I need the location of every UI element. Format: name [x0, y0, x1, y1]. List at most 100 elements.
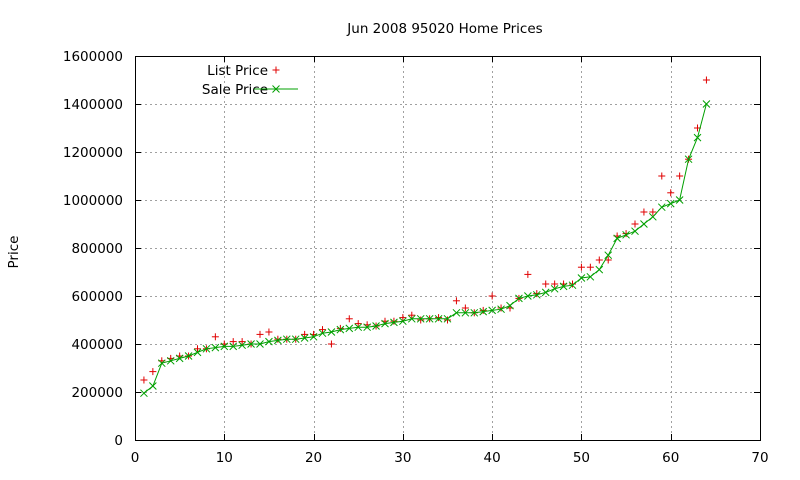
- list-price-point: [274, 335, 282, 343]
- grid-lines: [135, 56, 760, 440]
- cross-marker-b: [452, 308, 461, 317]
- sale-price-point: [407, 314, 416, 323]
- cross-marker-b: [470, 308, 479, 317]
- cross-marker-b: [318, 329, 327, 338]
- x-tick-label: 0: [131, 450, 140, 466]
- x-tick-label: 60: [662, 450, 679, 466]
- list-price-point: [444, 316, 451, 324]
- cross-marker-b: [425, 314, 434, 323]
- list-price-point: [604, 256, 612, 264]
- sale-price-point: [256, 340, 264, 348]
- sale-price-point: [274, 336, 282, 345]
- cross-marker-b: [372, 322, 380, 330]
- cross-marker-b: [657, 203, 666, 212]
- cross-marker-b: [416, 314, 425, 323]
- cross-marker-b: [381, 319, 389, 328]
- series-layer: [140, 76, 711, 398]
- sale-price-point: [631, 227, 639, 236]
- cross-marker-b: [407, 314, 416, 323]
- sale-price-point: [488, 306, 496, 315]
- sale-price-point: [550, 284, 559, 293]
- sale-price-point: [247, 340, 255, 348]
- cross-marker-b: [524, 292, 532, 300]
- list-price-point: [479, 306, 487, 314]
- cross-marker-b: [649, 212, 657, 221]
- y-tick-label: 600000: [71, 289, 123, 305]
- list-price-point: [327, 340, 335, 348]
- legend-marker-list-price: [272, 66, 280, 74]
- sale-price-point: [318, 329, 327, 338]
- list-price-point: [667, 189, 675, 197]
- cross-marker-b: [399, 317, 407, 326]
- cross-marker-b: [613, 234, 621, 243]
- cross-marker-b: [229, 342, 238, 351]
- sale-price-point: [524, 292, 532, 300]
- cross-marker-b: [568, 281, 577, 290]
- sale-price-point: [622, 230, 630, 239]
- list-price-point: [551, 280, 559, 288]
- sale-price-point: [157, 359, 166, 368]
- cross-marker-b: [265, 337, 273, 346]
- list-price-point: [211, 333, 219, 341]
- cross-marker-b: [559, 282, 568, 291]
- list-price-point: [676, 172, 684, 180]
- list-price-point: [319, 326, 326, 334]
- y-tick-label: 1600000: [63, 49, 123, 65]
- legend-marker-sale-price: [272, 85, 280, 93]
- list-price-point: [345, 315, 353, 323]
- cross-marker-b: [515, 294, 523, 303]
- sale-price-point: [657, 203, 666, 212]
- cross-marker-b: [140, 389, 148, 398]
- cross-marker-b: [184, 352, 193, 360]
- list-price-point: [140, 376, 148, 384]
- cross-marker-b: [604, 251, 613, 260]
- sale-price-point: [470, 308, 479, 317]
- list-price-point: [354, 320, 362, 328]
- sale-price-line: [143, 103, 707, 394]
- sale-price-point: [309, 332, 318, 341]
- cross-marker-b: [327, 328, 336, 336]
- x-tick-label: 50: [573, 450, 590, 466]
- cross-marker-b: [247, 340, 255, 348]
- list-price-point: [336, 324, 344, 332]
- list-price-point: [390, 317, 398, 325]
- chart-title: Jun 2008 95020 Home Prices: [346, 21, 542, 37]
- sale-price-point: [559, 282, 568, 291]
- cross-marker-b: [291, 335, 300, 344]
- sale-price-point: [702, 100, 711, 108]
- cross-marker-b: [488, 306, 496, 315]
- tick-labels: 0 10 20 30 40 50 60 70 0 200000 400000 600000 800000…: [63, 49, 769, 466]
- x-tick-label: 40: [484, 450, 501, 466]
- sale-price-point: [568, 281, 577, 290]
- cross-marker-b: [693, 133, 702, 142]
- sale-price-point: [211, 343, 220, 352]
- legend-label-sale-price: Sale Price: [202, 82, 268, 98]
- cross-marker-b: [336, 325, 345, 334]
- legend: List Price Sale Price: [202, 63, 298, 98]
- list-price-point: [194, 345, 201, 353]
- sale-price-point: [193, 348, 202, 357]
- y-axis-label: Price: [6, 236, 22, 269]
- cross-marker-b: [309, 332, 318, 341]
- sale-price-point: [300, 334, 309, 342]
- cross-marker-b: [684, 155, 693, 164]
- y-tick-label: 0: [114, 433, 123, 449]
- list-price-point: [640, 208, 648, 216]
- list-price-point: [577, 263, 585, 271]
- cross-marker-b: [640, 220, 648, 228]
- cross-marker-b: [363, 323, 371, 332]
- cross-marker-b: [175, 354, 184, 363]
- sale-price-point: [693, 133, 702, 142]
- sale-price-point: [443, 314, 452, 323]
- list-price-point: [435, 314, 443, 322]
- cross-marker-b: [550, 284, 559, 293]
- sale-price-point: [595, 265, 604, 274]
- list-price-point: [586, 263, 594, 271]
- cross-marker-b: [274, 336, 282, 345]
- sale-price-point: [452, 308, 461, 317]
- sale-price-point: [649, 212, 657, 221]
- cross-marker-b: [586, 272, 595, 281]
- cross-marker-b: [622, 230, 630, 239]
- list-price-point: [149, 368, 157, 376]
- list-price-point: [256, 330, 264, 338]
